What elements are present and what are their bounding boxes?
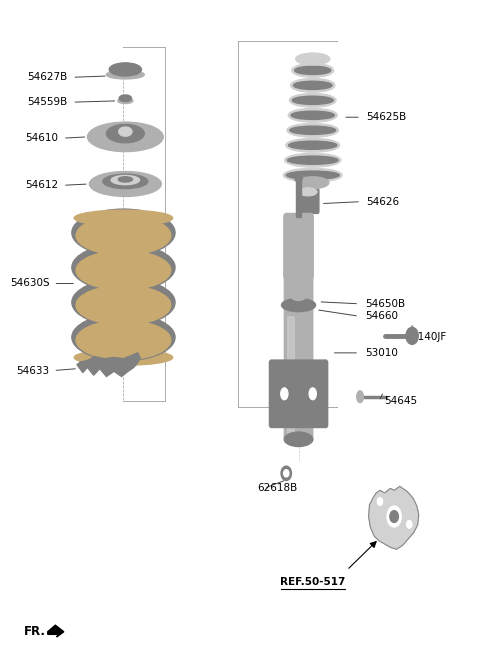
Ellipse shape [118,98,133,104]
Ellipse shape [295,66,331,75]
Text: 1140JF: 1140JF [412,331,447,342]
Ellipse shape [357,391,363,403]
Ellipse shape [387,506,401,527]
Ellipse shape [118,176,132,182]
Ellipse shape [297,176,329,188]
Ellipse shape [72,244,175,291]
Ellipse shape [290,126,336,134]
Text: 54626: 54626 [367,197,400,207]
Ellipse shape [407,520,412,528]
Ellipse shape [89,172,161,196]
Ellipse shape [286,171,339,179]
Ellipse shape [103,174,148,188]
Ellipse shape [283,169,342,182]
Ellipse shape [74,350,173,365]
Text: 54633: 54633 [16,365,49,375]
Ellipse shape [299,188,317,195]
Polygon shape [369,486,419,549]
Text: 54610: 54610 [25,133,58,143]
Ellipse shape [309,388,316,400]
Ellipse shape [284,432,313,447]
Ellipse shape [291,111,335,119]
Text: 62618B: 62618B [257,483,297,493]
Text: FR.: FR. [24,625,46,638]
Ellipse shape [76,216,171,255]
FancyBboxPatch shape [297,188,319,213]
Ellipse shape [72,279,175,326]
Ellipse shape [76,285,171,325]
Ellipse shape [72,209,175,256]
Text: 54559B: 54559B [27,97,68,107]
Ellipse shape [281,388,288,400]
Ellipse shape [109,63,142,76]
Ellipse shape [292,96,333,104]
FancyBboxPatch shape [284,272,313,443]
Ellipse shape [119,95,132,102]
Text: 54612: 54612 [25,180,58,190]
Ellipse shape [406,327,418,344]
Ellipse shape [293,81,332,89]
Ellipse shape [289,93,336,107]
Text: 53010: 53010 [365,348,397,358]
Text: 54645: 54645 [384,396,418,406]
Text: 54625B: 54625B [367,112,407,122]
Ellipse shape [72,314,175,361]
Ellipse shape [296,53,330,65]
FancyBboxPatch shape [269,360,328,428]
Ellipse shape [288,141,337,150]
FancyBboxPatch shape [296,180,301,216]
Text: 54630S: 54630S [10,279,49,289]
Ellipse shape [119,127,132,136]
Ellipse shape [107,125,144,143]
Ellipse shape [281,298,315,312]
FancyBboxPatch shape [284,213,313,279]
Ellipse shape [292,64,334,77]
Ellipse shape [390,510,398,522]
Ellipse shape [76,251,171,290]
Ellipse shape [291,293,306,300]
Ellipse shape [288,156,338,165]
Ellipse shape [285,154,341,167]
Polygon shape [48,625,64,637]
Ellipse shape [287,123,338,137]
Ellipse shape [74,210,173,226]
Ellipse shape [107,70,144,79]
Ellipse shape [111,175,140,184]
Ellipse shape [290,79,335,92]
Polygon shape [77,353,140,377]
Ellipse shape [284,470,289,477]
Text: 54650B: 54650B [365,298,405,309]
Ellipse shape [286,138,340,152]
Ellipse shape [295,174,302,182]
Ellipse shape [377,497,383,505]
FancyBboxPatch shape [288,317,294,434]
Ellipse shape [76,320,171,359]
Text: 54627B: 54627B [27,72,68,82]
Ellipse shape [281,466,291,481]
Ellipse shape [288,108,337,122]
Text: 54660: 54660 [365,311,398,321]
Text: REF.50-517: REF.50-517 [280,577,346,587]
Ellipse shape [87,122,163,152]
